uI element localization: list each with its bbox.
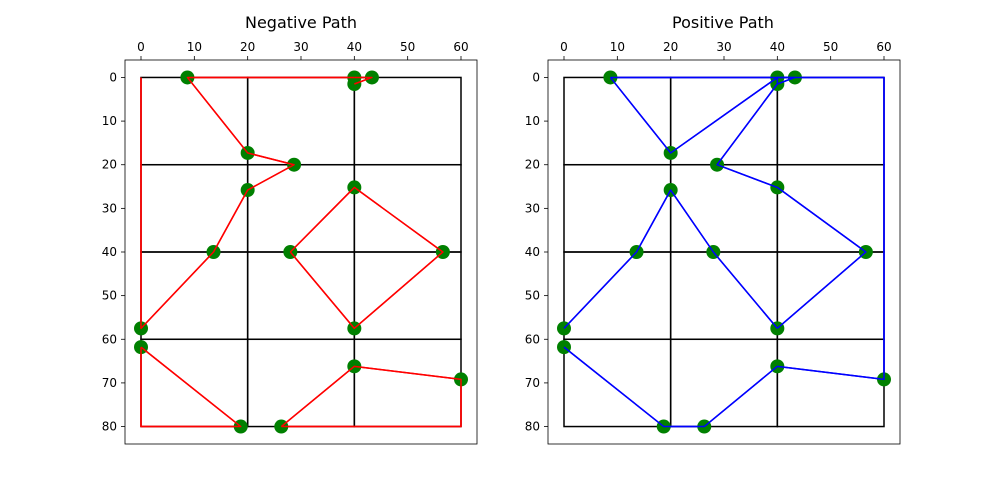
grid-cell xyxy=(246,338,356,428)
path-line-overlay xyxy=(289,186,444,330)
y-tick-label: 10 xyxy=(102,114,117,128)
grid-cell xyxy=(140,338,249,428)
x-tick-label: 60 xyxy=(876,40,891,54)
y-tick-label: 40 xyxy=(525,245,540,259)
grid-cell xyxy=(140,76,249,166)
grid-cell xyxy=(669,163,779,253)
path-line-overlay xyxy=(354,76,373,85)
y-tick-label: 70 xyxy=(102,376,117,390)
y-tick-label: 60 xyxy=(102,332,117,346)
x-tick-label: 20 xyxy=(663,40,678,54)
x-tick-label: 0 xyxy=(137,40,145,54)
y-tick-label: 50 xyxy=(525,289,540,303)
grid-cell xyxy=(563,338,672,428)
grid-cell xyxy=(776,163,885,253)
x-tick-label: 30 xyxy=(716,40,731,54)
y-tick-label: 80 xyxy=(525,420,540,434)
x-tick-label: 40 xyxy=(770,40,785,54)
y-tick-label: 50 xyxy=(102,289,117,303)
y-tick-label: 60 xyxy=(525,332,540,346)
grid-cell xyxy=(776,251,885,341)
grid-cell xyxy=(563,163,672,253)
y-tick-label: 30 xyxy=(102,201,117,215)
y-tick-label: 80 xyxy=(102,420,117,434)
grid-cell xyxy=(353,338,462,428)
x-tick-label: 30 xyxy=(293,40,308,54)
chart-title: Positive Path xyxy=(672,13,774,32)
grid-cell xyxy=(353,163,462,253)
path-line xyxy=(289,186,444,330)
grid-cell xyxy=(669,76,779,166)
path-line-overlay xyxy=(563,76,885,428)
path-line xyxy=(609,76,867,329)
y-tick-label: 0 xyxy=(109,70,117,84)
path-line-overlay xyxy=(280,365,462,428)
x-tick-label: 40 xyxy=(347,40,362,54)
grid-cell xyxy=(776,338,885,428)
path-line-overlay xyxy=(777,76,796,85)
grid-cell xyxy=(776,76,885,166)
x-tick-label: 50 xyxy=(823,40,838,54)
y-tick-label: 20 xyxy=(525,158,540,172)
grid-cell xyxy=(563,76,672,166)
x-tick-label: 50 xyxy=(400,40,415,54)
panel-negative-path: Negative Path 0 10 20 30 40 50 60 0 10 20 30 40 50 60… xyxy=(102,13,478,445)
path-line-overlay xyxy=(563,189,778,329)
grid-cell xyxy=(140,163,249,253)
grid-cell xyxy=(246,76,356,166)
chart-title: Negative Path xyxy=(245,13,357,32)
path-line-overlay xyxy=(609,76,867,329)
grid-cell xyxy=(140,251,249,341)
y-tick-label: 30 xyxy=(525,201,540,215)
grid-cell xyxy=(563,251,672,341)
panel-positive-path: Positive Path 0 10 20 30 40 50 60 0 10 20 30 40 50 60… xyxy=(525,13,901,445)
x-tick-label: 20 xyxy=(240,40,255,54)
x-tick-label: 60 xyxy=(453,40,468,54)
grid-cell xyxy=(353,76,462,166)
grid-cell xyxy=(669,338,779,428)
grid-cell xyxy=(353,251,462,341)
y-tick-label: 0 xyxy=(532,70,540,84)
path-line-overlay xyxy=(140,76,355,330)
x-tick-label: 10 xyxy=(187,40,202,54)
y-tick-label: 10 xyxy=(525,114,540,128)
y-tick-label: 70 xyxy=(525,376,540,390)
y-tick-label: 20 xyxy=(102,158,117,172)
x-tick-label: 0 xyxy=(560,40,568,54)
y-tick-label: 40 xyxy=(102,245,117,259)
grid-cell xyxy=(246,163,356,253)
x-tick-label: 10 xyxy=(610,40,625,54)
path-line-overlay xyxy=(140,346,242,428)
